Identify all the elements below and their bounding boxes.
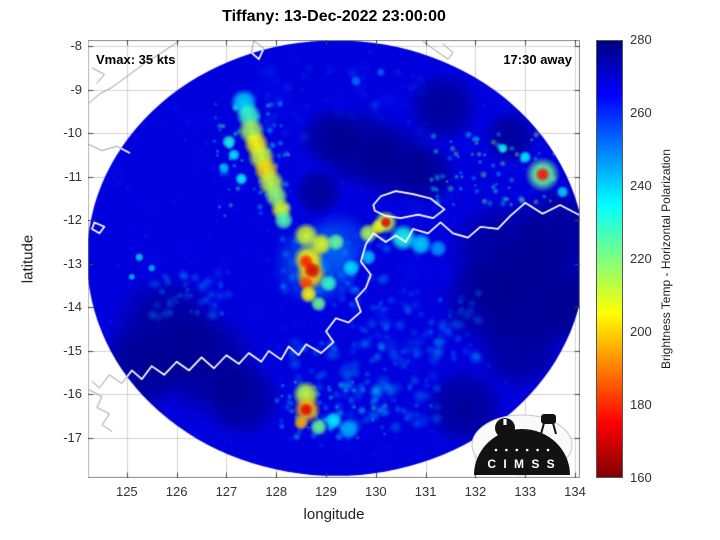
colorbar-tick-label: 280 <box>630 32 652 47</box>
x-axis-label: longitude <box>303 506 365 523</box>
colorbar-label: Brightness Temp - Horizontal Polarizatio… <box>659 149 673 369</box>
vmax-annotation: Vmax: 35 kts <box>96 52 176 67</box>
y-tick-label: -9 <box>70 81 82 97</box>
chart-title: Tiffany: 13-Dec-2022 23:00:00 <box>222 8 446 25</box>
y-tick-label: -13 <box>63 255 82 271</box>
y-tick-label: -11 <box>64 168 82 184</box>
x-tick-label: 126 <box>165 484 188 499</box>
logo-text: C I M S S <box>487 457 556 471</box>
y-tick-label: -12 <box>63 212 82 228</box>
eta-annotation: 17:30 away <box>503 52 572 67</box>
colorbar <box>596 40 623 478</box>
plot-area: Vmax: 35 kts 17:30 away C I M S S <box>88 40 580 478</box>
y-tick-label: -8 <box>70 38 82 54</box>
colorbar-tick-label: 240 <box>630 178 652 193</box>
y-tick-label: -16 <box>63 386 82 402</box>
x-tick-label: 129 <box>315 484 337 499</box>
y-tick-label: -17 <box>63 429 82 445</box>
x-tick-label: 125 <box>115 484 138 499</box>
x-tick-label: 128 <box>265 484 288 499</box>
x-tick-label: 133 <box>514 484 537 499</box>
logo-observatory-dome <box>495 418 515 438</box>
y-tick-label: -15 <box>63 342 82 358</box>
logo-dome-slit <box>503 419 507 425</box>
cimss-logo: C I M S S <box>471 414 573 476</box>
x-tick-label: 131 <box>414 484 437 499</box>
x-tick-label: 127 <box>215 484 238 499</box>
x-tick-label: 130 <box>364 484 387 499</box>
logo-hill-silhouette <box>474 429 570 475</box>
colorbar-tick-label: 260 <box>630 105 652 120</box>
colorbar-tick-label: 180 <box>630 397 652 412</box>
x-tick-label: 134 <box>564 484 586 499</box>
colorbar-gradient <box>597 41 622 477</box>
colorbar-tick-label: 200 <box>630 324 652 339</box>
colorbar-tick-label: 220 <box>630 251 652 266</box>
logo-dots <box>494 448 550 452</box>
y-tick-label: -10 <box>63 125 82 141</box>
y-tick-label: -14 <box>63 299 82 315</box>
logo-water-tower <box>540 414 557 435</box>
colorbar-tick-label: 160 <box>630 470 652 485</box>
satellite-map-canvas <box>88 40 580 478</box>
x-tick-label: 132 <box>464 484 487 499</box>
